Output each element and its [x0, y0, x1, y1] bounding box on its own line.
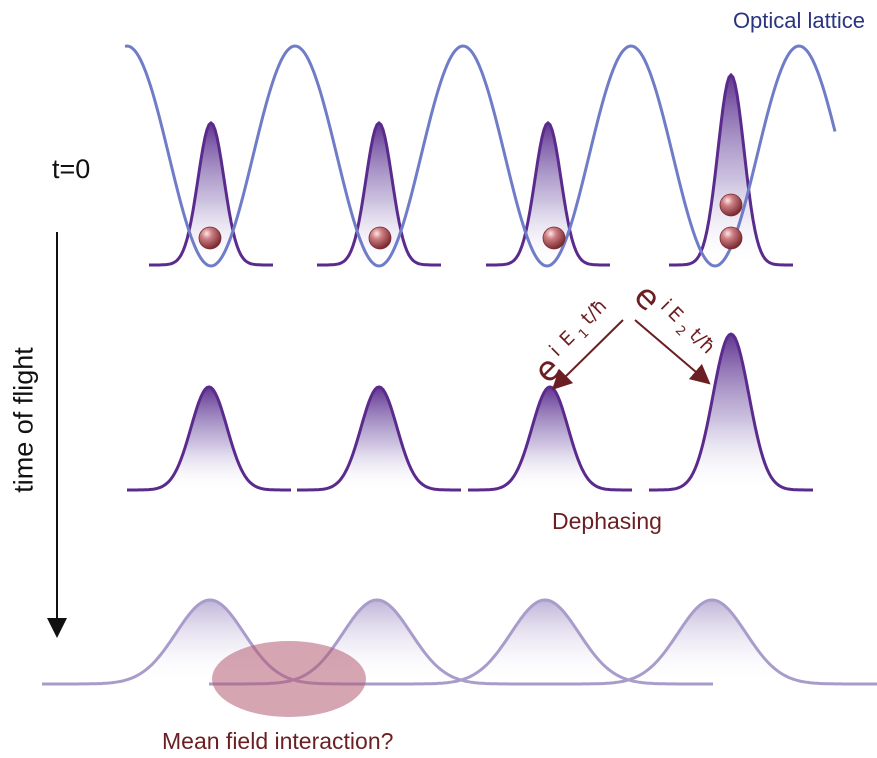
tof-wavepacket-2-curve [297, 385, 461, 492]
tof-wavepacket-1-curve [127, 385, 291, 492]
expanded-wavepacket-1-fill [42, 600, 378, 684]
initial-wavepacket-3-curve [486, 121, 610, 267]
tof-wavepacket-3-fill [468, 387, 632, 490]
atom-5 [719, 226, 743, 250]
initial-wavepacket-4-fill [669, 75, 793, 265]
time-of-flight-label: time of flight [8, 347, 39, 493]
expanded-wavepacket-4-curve [544, 598, 877, 686]
mean-field-interaction-blob [212, 641, 366, 717]
atoms-group [198, 193, 743, 250]
expanded-wavepacket-4-fill [544, 600, 877, 684]
phase-label-left: e i E 1 t/ħ [526, 294, 624, 392]
time-of-flight-wavepackets [127, 332, 813, 492]
initial-wavepacket-2-fill [317, 123, 441, 265]
svg-text:e i E 1: e i E 1 t/ħ [526, 294, 624, 392]
dephasing-label: Dephasing [552, 508, 662, 534]
time-zero-label: t=0 [52, 154, 91, 184]
tof-wavepacket-1-fill [127, 387, 291, 490]
expanded-wavepackets [42, 598, 877, 686]
atom-1 [198, 226, 222, 250]
tof-wavepacket-2-fill [297, 387, 461, 490]
phase-arrow-right [634, 319, 711, 385]
initial-wavepacket-1-fill [149, 123, 273, 265]
expanded-wavepacket-3-fill [377, 600, 713, 684]
atom-3 [542, 226, 566, 250]
optical-lattice-label: Optical lattice [732, 8, 865, 33]
initial-wavepacket-3-fill [486, 123, 610, 265]
tof-wavepacket-4-fill [649, 334, 813, 490]
initial-wavepacket-4-curve [669, 72, 793, 267]
initial-wavepackets [149, 72, 793, 267]
optical-lattice-curve [124, 44, 837, 268]
phase-arrow-left [551, 319, 624, 391]
tof-wavepacket-4-curve [649, 332, 813, 492]
atom-4 [719, 193, 743, 217]
initial-wavepacket-1-curve [149, 121, 273, 267]
mean-field-interaction-label: Mean field interaction? [162, 728, 394, 754]
expanded-wavepacket-2-fill [209, 600, 545, 684]
initial-wavepacket-2-curve [317, 121, 441, 267]
tof-wavepacket-3-curve [468, 385, 632, 492]
atom-2 [368, 226, 392, 250]
